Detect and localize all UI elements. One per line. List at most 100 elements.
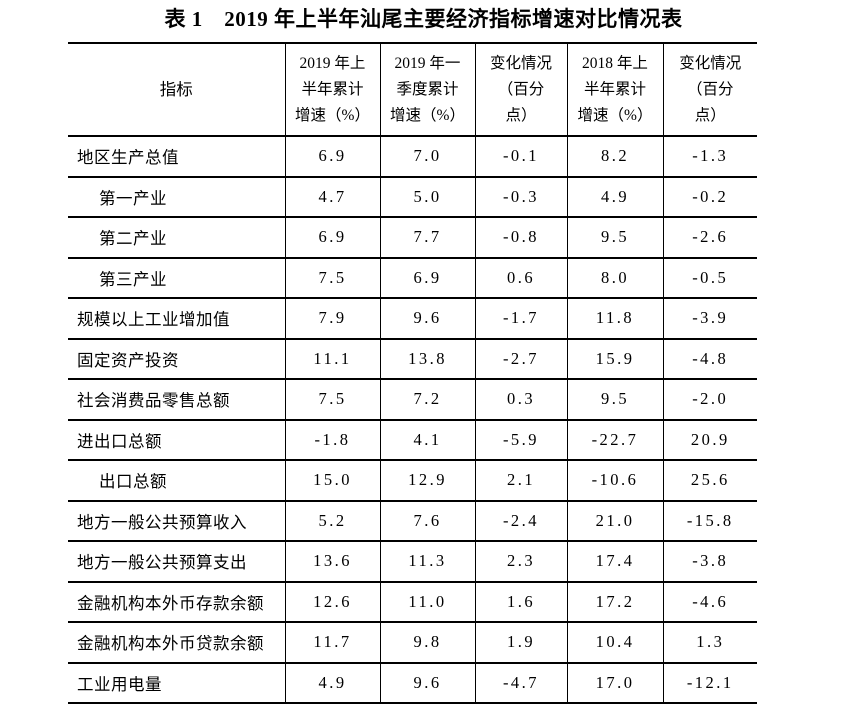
cell-value: -12.1 — [662, 662, 757, 704]
cell-value: 21.0 — [566, 500, 663, 542]
row-label: 第三产业 — [68, 257, 285, 299]
cell-value: 0.6 — [474, 257, 567, 299]
table-row: 金融机构本外币存款余额 12.6 11.0 1.6 17.2 -4.6 — [68, 581, 757, 623]
column-header-change-2: 变化情况 （百分 点） — [662, 43, 757, 137]
cell-value: 10.4 — [566, 622, 663, 664]
row-label: 社会消费品零售总额 — [68, 379, 285, 421]
cell-value: -15.8 — [662, 500, 757, 542]
cell-value: 12.9 — [379, 460, 475, 502]
table-row: 出口总额 15.0 12.9 2.1 -10.6 25.6 — [68, 460, 757, 502]
indicators-table: 指标 2019 年上 半年累计 增速（%） 2019 年一 季度累计 增速（%）… — [68, 42, 757, 704]
cell-value: 11.7 — [284, 622, 380, 664]
table-row: 固定资产投资 11.1 13.8 -2.7 15.9 -4.8 — [68, 338, 757, 380]
cell-value: 6.9 — [284, 217, 380, 259]
table-row: 金融机构本外币贷款余额 11.7 9.8 1.9 10.4 1.3 — [68, 622, 757, 664]
table-row: 规模以上工业增加值 7.9 9.6 -1.7 11.8 -3.9 — [68, 298, 757, 340]
cell-value: 9.8 — [379, 622, 475, 664]
cell-value: -3.9 — [662, 298, 757, 340]
cell-value: 12.6 — [284, 581, 380, 623]
cell-value: 8.2 — [566, 136, 663, 178]
table-row: 第一产业 4.7 5.0 -0.3 4.9 -0.2 — [68, 176, 757, 218]
cell-value: 4.9 — [284, 662, 380, 704]
cell-value: -4.8 — [662, 338, 757, 380]
cell-value: -0.8 — [474, 217, 567, 259]
cell-value: -4.7 — [474, 662, 567, 704]
cell-value: 11.8 — [566, 298, 663, 340]
cell-value: 4.9 — [566, 176, 663, 218]
table-row: 地区生产总值 6.9 7.0 -0.1 8.2 -1.3 — [68, 136, 757, 178]
cell-value: 9.6 — [379, 298, 475, 340]
row-label: 进出口总额 — [68, 419, 285, 461]
table-row: 第二产业 6.9 7.7 -0.8 9.5 -2.6 — [68, 217, 757, 259]
cell-value: 11.0 — [379, 581, 475, 623]
cell-value: 9.6 — [379, 662, 475, 704]
row-label: 出口总额 — [68, 460, 285, 502]
table-row: 进出口总额 -1.8 4.1 -5.9 -22.7 20.9 — [68, 419, 757, 461]
row-label: 金融机构本外币贷款余额 — [68, 622, 285, 664]
column-header-2019-h1: 2019 年上 半年累计 增速（%） — [284, 43, 380, 137]
row-label: 第一产业 — [68, 176, 285, 218]
cell-value: 1.6 — [474, 581, 567, 623]
cell-value: 4.7 — [284, 176, 380, 218]
row-label: 地方一般公共预算支出 — [68, 541, 285, 583]
cell-value: -10.6 — [566, 460, 663, 502]
cell-value: 7.7 — [379, 217, 475, 259]
row-label: 地区生产总值 — [68, 136, 285, 178]
cell-value: 17.2 — [566, 581, 663, 623]
column-header-indicator: 指标 — [68, 43, 285, 137]
cell-value: 13.6 — [284, 541, 380, 583]
cell-value: -1.3 — [662, 136, 757, 178]
cell-value: 2.3 — [474, 541, 567, 583]
table-row: 地方一般公共预算支出 13.6 11.3 2.3 17.4 -3.8 — [68, 541, 757, 583]
cell-value: 2.1 — [474, 460, 567, 502]
cell-value: 7.2 — [379, 379, 475, 421]
cell-value: 13.8 — [379, 338, 475, 380]
cell-value: -1.8 — [284, 419, 380, 461]
table-row: 工业用电量 4.9 9.6 -4.7 17.0 -12.1 — [68, 662, 757, 704]
cell-value: 17.4 — [566, 541, 663, 583]
table-header-row: 指标 2019 年上 半年累计 增速（%） 2019 年一 季度累计 增速（%）… — [68, 43, 757, 137]
cell-value: -3.8 — [662, 541, 757, 583]
cell-value: 25.6 — [662, 460, 757, 502]
cell-value: 9.5 — [566, 217, 663, 259]
cell-value: -1.7 — [474, 298, 567, 340]
cell-value: 9.5 — [566, 379, 663, 421]
cell-value: 7.0 — [379, 136, 475, 178]
cell-value: 15.9 — [566, 338, 663, 380]
cell-value: 20.9 — [662, 419, 757, 461]
cell-value: 17.0 — [566, 662, 663, 704]
cell-value: -2.4 — [474, 500, 567, 542]
row-label: 第二产业 — [68, 217, 285, 259]
table-row: 地方一般公共预算收入 5.2 7.6 -2.4 21.0 -15.8 — [68, 500, 757, 542]
cell-value: 7.9 — [284, 298, 380, 340]
cell-value: 7.5 — [284, 257, 380, 299]
cell-value: -0.2 — [662, 176, 757, 218]
table-row: 社会消费品零售总额 7.5 7.2 0.3 9.5 -2.0 — [68, 379, 757, 421]
row-label: 固定资产投资 — [68, 338, 285, 380]
cell-value: 1.9 — [474, 622, 567, 664]
cell-value: 7.5 — [284, 379, 380, 421]
row-label: 地方一般公共预算收入 — [68, 500, 285, 542]
cell-value: 7.6 — [379, 500, 475, 542]
row-label: 金融机构本外币存款余额 — [68, 581, 285, 623]
cell-value: -2.7 — [474, 338, 567, 380]
table-container: 指标 2019 年上 半年累计 增速（%） 2019 年一 季度累计 增速（%）… — [68, 42, 757, 704]
cell-value: -0.3 — [474, 176, 567, 218]
row-label: 工业用电量 — [68, 662, 285, 704]
cell-value: 6.9 — [284, 136, 380, 178]
page-title: 表 1 2019 年上半年汕尾主要经济指标增速对比情况表 — [164, 7, 683, 31]
cell-value: 8.0 — [566, 257, 663, 299]
cell-value: -0.5 — [662, 257, 757, 299]
cell-value: -5.9 — [474, 419, 567, 461]
cell-value: 11.1 — [284, 338, 380, 380]
cell-value: 5.0 — [379, 176, 475, 218]
cell-value: 15.0 — [284, 460, 380, 502]
cell-value: 6.9 — [379, 257, 475, 299]
cell-value: 4.1 — [379, 419, 475, 461]
cell-value: -2.0 — [662, 379, 757, 421]
cell-value: 5.2 — [284, 500, 380, 542]
column-header-2019-q1: 2019 年一 季度累计 增速（%） — [379, 43, 475, 137]
table-row: 第三产业 7.5 6.9 0.6 8.0 -0.5 — [68, 257, 757, 299]
cell-value: -4.6 — [662, 581, 757, 623]
